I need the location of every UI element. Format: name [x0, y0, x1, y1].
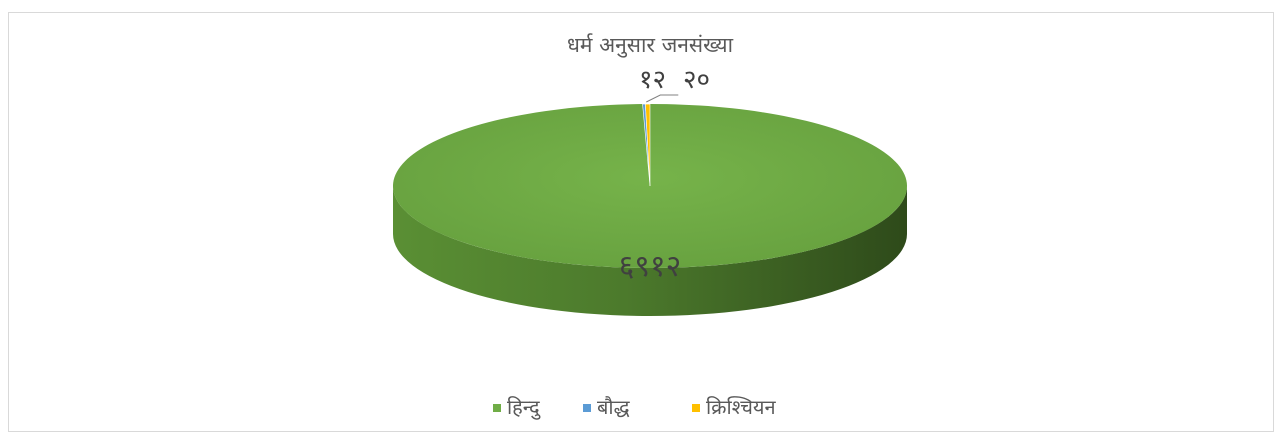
legend-swatch-christian	[692, 404, 700, 412]
pie-side-wall	[393, 186, 907, 316]
legend: हिन्दु बौद्ध क्रिश्चियन	[493, 395, 777, 420]
data-label-christian: २०	[683, 65, 710, 95]
legend-item-hindu: हिन्दु	[493, 395, 541, 420]
legend-label-christian: क्रिश्चियन	[706, 395, 777, 419]
pie-slices	[392, 103, 907, 316]
legend-swatch-bauddha	[583, 404, 591, 412]
pie-slice-christian	[645, 103, 651, 187]
data-labels: ६९१२ १२ २०	[619, 65, 710, 284]
legend-swatch-hindu	[493, 404, 501, 412]
legend-item-bauddha: बौद्ध	[583, 395, 631, 419]
data-label-bauddha: १२	[639, 65, 666, 95]
label-leader-line	[646, 94, 679, 103]
legend-label-hindu: हिन्दु	[507, 395, 541, 420]
legend-item-christian: क्रिश्चियन	[692, 395, 777, 419]
legend-label-bauddha: बौद्ध	[597, 395, 631, 419]
data-label-hindu: ६९१२	[619, 249, 681, 284]
chart-title: धर्म अनुसार जनसंख्या	[567, 33, 734, 58]
